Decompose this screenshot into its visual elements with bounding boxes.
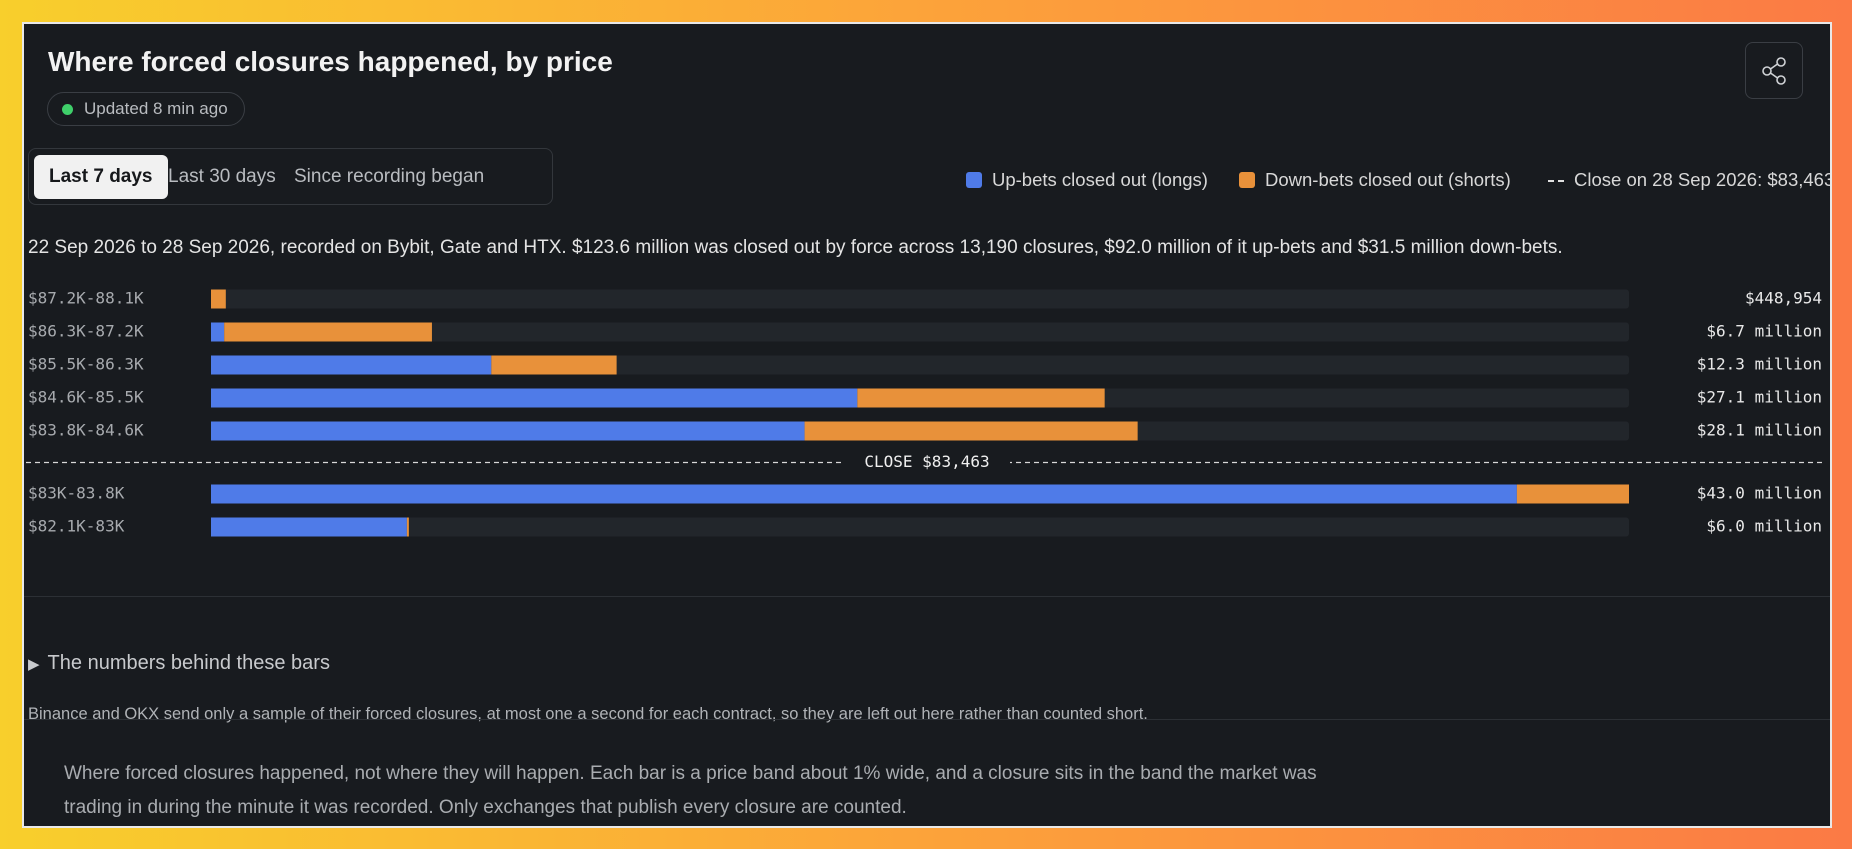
- total-label: $448,954: [1745, 289, 1822, 308]
- title: Where forced closures happened, by price: [48, 46, 613, 77]
- bar-track: [211, 322, 1629, 342]
- bar-segment: [406, 517, 409, 537]
- bar-segment: [211, 484, 1517, 504]
- bar-track: [211, 517, 1629, 537]
- tab[interactable]: Last 7 days: [34, 155, 168, 199]
- bar-segment: [211, 388, 858, 408]
- share-icon: [1762, 57, 1786, 85]
- divider: [24, 719, 1830, 720]
- bar-segment: [804, 421, 1138, 441]
- total-label: $6.7 million: [1706, 322, 1822, 341]
- bar-track: [211, 289, 1629, 309]
- chart: $87.2K-88.1K $448,954 $86.3K-87.2K $6.7 mil…: [26, 289, 1824, 537]
- band-label: $85.5K-86.3K: [28, 355, 144, 374]
- legend-swatch: [966, 172, 982, 188]
- status-pill: Updated 8 min ago: [47, 92, 245, 126]
- total-label: $43.0 million: [1697, 484, 1822, 503]
- tab[interactable]: Last 30 days: [168, 166, 276, 187]
- band-label: $86.3K-87.2K: [28, 322, 144, 341]
- band-label: $83.8K-84.6K: [28, 421, 144, 440]
- legend-dash: [1548, 180, 1564, 182]
- bar-segment: [491, 355, 617, 375]
- bar-segment: [1516, 484, 1629, 504]
- total-label: $27.1 million: [1697, 388, 1822, 407]
- explanation: Where forced closures happened, not wher…: [64, 763, 1317, 818]
- tab[interactable]: Since recording began: [294, 166, 485, 187]
- bar-segment: [211, 355, 492, 375]
- tab-bar: Last 7 days Last 30 days Since recording b…: [28, 148, 553, 205]
- legend-label: Close on 28 Sep 2026: $83,463: [1574, 169, 1832, 190]
- details-toggle[interactable]: ▶ The numbers behind these bars: [28, 652, 330, 675]
- band-label: $82.1K-83K: [28, 517, 125, 536]
- total-label: $28.1 million: [1697, 421, 1822, 440]
- legend-label: Up-bets closed out (longs): [992, 169, 1208, 190]
- band-label: $83K-83.8K: [28, 484, 125, 503]
- toggle-label: The numbers behind these bars: [47, 652, 330, 674]
- total-label: $12.3 million: [1697, 355, 1822, 374]
- note: Binance and OKX send only a sample of th…: [28, 705, 1148, 723]
- legend-swatch: [1239, 172, 1255, 188]
- legend-longs: Up-bets closed out (longs): [966, 166, 1208, 194]
- close-label: CLOSE $83,463: [864, 452, 989, 471]
- bar-segment: [211, 421, 805, 441]
- divider: [24, 596, 1830, 597]
- legend-shorts: Down-bets closed out (shorts): [1239, 166, 1511, 194]
- close-label-bg: [844, 450, 1010, 475]
- share-button[interactable]: [1745, 42, 1803, 99]
- legend-label: Down-bets closed out (shorts): [1265, 169, 1511, 190]
- bar-segment: [211, 517, 407, 537]
- description: 22 Sep 2026 to 28 Sep 2026, recorded on …: [28, 237, 1563, 258]
- toggle-arrow: ▶: [28, 656, 40, 673]
- card: Where forced closures happened, by price…: [22, 22, 1832, 828]
- total-label: $6.0 million: [1706, 517, 1822, 536]
- band-label: $84.6K-85.5K: [28, 388, 144, 407]
- bar-segment: [857, 388, 1105, 408]
- bar-segment: [224, 322, 432, 342]
- legend-close: Close on 28 Sep 2026: $83,463: [1548, 166, 1832, 194]
- bar-segment: [211, 322, 225, 342]
- band-label: $87.2K-88.1K: [28, 289, 144, 308]
- bar-segment: [211, 289, 226, 309]
